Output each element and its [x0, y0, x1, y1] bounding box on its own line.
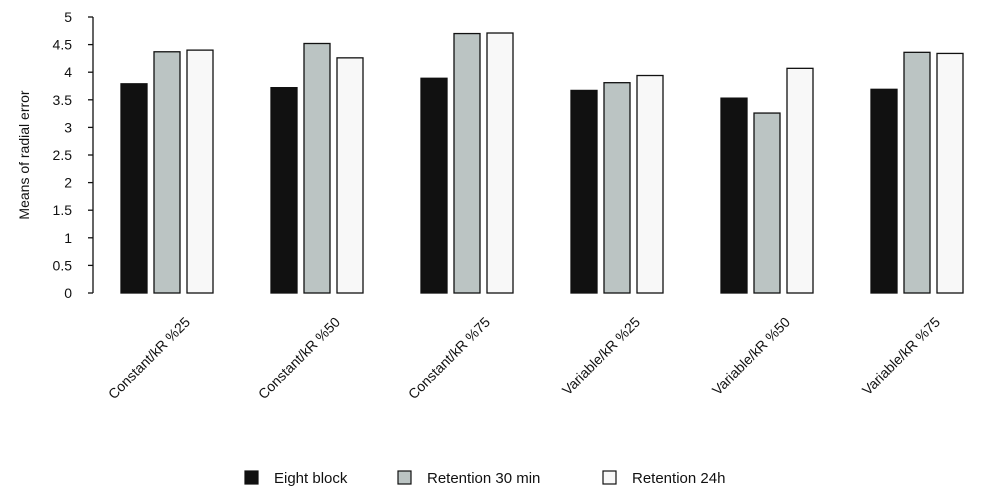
y-tick-label: 1 — [64, 230, 72, 246]
bar-retention-24h-3 — [486, 32, 514, 294]
y-tick-label: 2 — [64, 175, 72, 191]
y-tick-label: 1.5 — [53, 202, 73, 218]
bar-retention-30-min-4 — [603, 82, 631, 294]
bar-retention-24h-4 — [636, 74, 664, 294]
bar-eight-block-5 — [720, 97, 748, 294]
bar-retention-30-min-6 — [903, 51, 931, 294]
y-tick-label: 0.5 — [53, 257, 73, 273]
x-category-label: Constant/kR %50 — [255, 314, 344, 403]
bar-retention-24h-5 — [786, 67, 814, 294]
bar-retention-30-min-2 — [303, 42, 331, 294]
y-tick-label: 3 — [64, 119, 72, 135]
y-axis-label: Means of radial error — [16, 90, 32, 220]
bar-retention-30-min-1 — [153, 51, 181, 294]
bar-retention-24h-6 — [936, 52, 964, 294]
x-category-label: Variable/kR %25 — [559, 314, 643, 398]
bar-retention-30-min-5 — [753, 112, 781, 294]
y-tick-label: 2.5 — [53, 147, 73, 163]
y-tick-label: 0 — [64, 285, 72, 301]
bar-eight-block-6 — [870, 88, 898, 294]
bar-eight-block-2 — [270, 87, 298, 294]
x-category-label: Variable/kR %50 — [709, 314, 793, 398]
legend-label: Retention 24h — [632, 470, 725, 487]
x-category-label: Constant/kR %25 — [105, 314, 194, 403]
legend-label: Eight block — [274, 470, 348, 487]
y-tick-label: 4 — [64, 64, 72, 80]
y-tick-label: 3.5 — [53, 92, 73, 108]
bar-retention-24h-2 — [336, 57, 364, 294]
bar-retention-30-min-3 — [453, 32, 481, 294]
bar-retention-24h-1 — [186, 49, 214, 294]
legend-swatch — [397, 470, 412, 485]
legend-label: Retention 30 min — [427, 470, 540, 487]
y-axis: 0 0.5 1 1.5 2 2.5 3 3.5 4 4.5 5 — [53, 9, 94, 301]
bar-eight-block-1 — [120, 83, 148, 294]
y-tick-label: 4.5 — [53, 37, 73, 53]
x-axis-category-labels: Constant/kR %25 Constant/kR %50 Constant/k… — [105, 314, 943, 403]
bars — [120, 32, 964, 294]
bar-eight-block-4 — [570, 89, 598, 294]
x-category-label: Variable/kR %75 — [859, 314, 943, 398]
bar-eight-block-3 — [420, 77, 448, 294]
legend-swatch — [602, 470, 617, 485]
legend-swatch — [244, 470, 259, 485]
x-category-label: Constant/kR %75 — [405, 314, 494, 403]
legend: Eight block Retention 30 min Retention 24h — [244, 470, 725, 487]
y-tick-label: 5 — [64, 9, 72, 25]
